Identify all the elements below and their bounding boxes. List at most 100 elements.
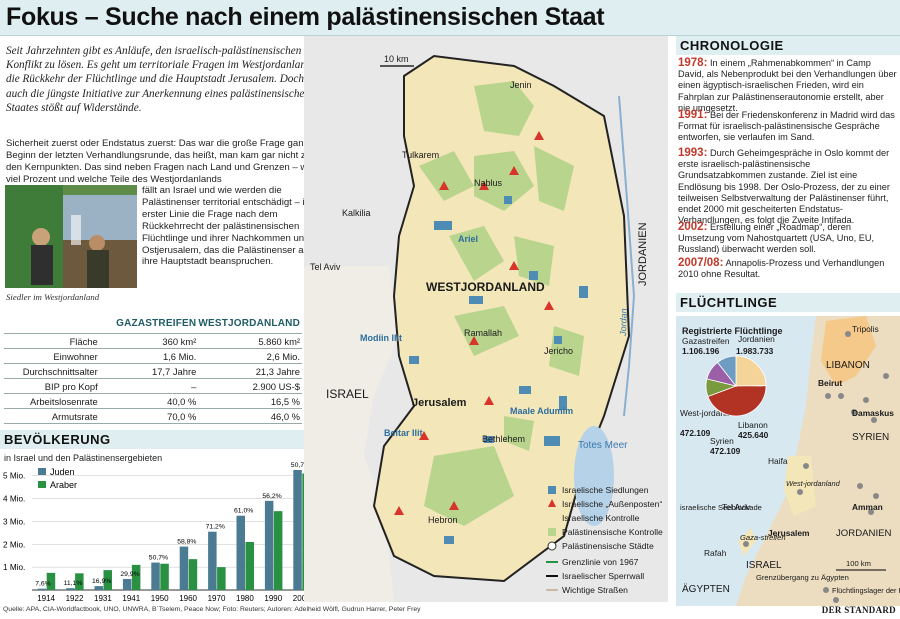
- svg-text:WESTJORDANLAND: WESTJORDANLAND: [426, 280, 545, 294]
- bar-juden-1922: [66, 588, 75, 590]
- x-tick-label: 1990: [264, 594, 282, 603]
- svg-text:425.640: 425.640: [738, 430, 769, 440]
- svg-text:Haifa: Haifa: [768, 456, 788, 466]
- bar-araber-1980: [245, 542, 254, 590]
- svg-text:Grenzübergang zu Ägypten: Grenzübergang zu Ägypten: [756, 573, 849, 582]
- svg-text:Bethlehem: Bethlehem: [482, 434, 525, 444]
- bar-juden-1980: [236, 515, 245, 590]
- pie-slice-westjordanland: [716, 355, 737, 388]
- pct-label: 29,9%: [120, 571, 139, 578]
- svg-text:Wichtige Straßen: Wichtige Straßen: [562, 585, 628, 595]
- svg-text:Ramallah: Ramallah: [464, 328, 502, 338]
- bar-araber-1990: [273, 511, 283, 590]
- svg-text:Maale Adumim: Maale Adumim: [510, 406, 573, 416]
- svg-text:Israelische Kontrolle: Israelische Kontrolle: [562, 513, 640, 523]
- x-tick-label: 1914: [37, 594, 55, 603]
- svg-text:Amman: Amman: [852, 502, 883, 512]
- y-tick-label: 4 Mio.: [3, 495, 25, 504]
- bar-juden-1970: [208, 531, 217, 590]
- svg-text:SYRIEN: SYRIEN: [852, 432, 889, 443]
- svg-text:Ariel: Ariel: [458, 234, 478, 244]
- bar-juden-1914: [37, 588, 47, 590]
- svg-text:Jordan: Jordan: [618, 308, 629, 337]
- table-row: Durchschnittsalter 17,7 Jahre 21,3 Jahre: [4, 363, 302, 379]
- refugees-heading: FLÜCHTLINGE: [676, 293, 900, 312]
- map-scale: 10 km: [384, 54, 409, 64]
- x-tick-label: 1922: [66, 594, 84, 603]
- svg-text:ISRAEL: ISRAEL: [326, 387, 369, 401]
- settler-photo: [5, 185, 137, 288]
- svg-text:JORDANIEN: JORDANIEN: [637, 222, 649, 286]
- x-tick-label: 1950: [151, 594, 169, 603]
- stats-col-west: WESTJORDANLAND: [198, 318, 300, 329]
- pie-slice-jordanien: [707, 385, 767, 417]
- refugees-map: Registrierte Flüchtlinge Gazastreifen 1.…: [676, 316, 900, 606]
- y-tick-label: 5 Mio.: [3, 472, 25, 481]
- svg-text:JORDANIEN: JORDANIEN: [836, 528, 892, 539]
- svg-text:israelische Seeblockade: israelische Seeblockade: [680, 503, 762, 512]
- y-tick-label: 3 Mio.: [3, 517, 25, 526]
- svg-text:Grenzlinie von 1967: Grenzlinie von 1967: [562, 557, 639, 567]
- bev-subtitle: in Israel und den Palästinensergebieten: [4, 453, 163, 463]
- y-tick-label: 2 Mio.: [3, 540, 25, 549]
- y-tick-label: 1 Mio.: [3, 563, 25, 572]
- legend-swatch-araber: [38, 481, 46, 488]
- svg-text:Tel Aviv: Tel Aviv: [310, 262, 341, 272]
- table-row: Arbeitslosenrate 40,0 % 16,5 %: [4, 393, 302, 409]
- pie-slice-gazastreifen: [735, 355, 767, 387]
- table-row: Fläche 360 km² 5.860 km²: [4, 333, 302, 349]
- svg-text:Modiin Ilit: Modiin Ilit: [360, 333, 402, 343]
- svg-text:Beirut: Beirut: [818, 378, 842, 388]
- x-tick-label: 1980: [236, 594, 254, 603]
- svg-text:Jericho: Jericho: [544, 346, 573, 356]
- svg-text:Gazastreifen: Gazastreifen: [682, 336, 730, 346]
- svg-text:472.109: 472.109: [710, 446, 741, 456]
- population-chart: 5 Mio. 4 Mio. 3 Mio. 2 Mio. 1 Mio. 7,6% 1914 11…: [3, 462, 316, 603]
- svg-text:Tulkarem: Tulkarem: [402, 150, 439, 160]
- legend-juden: Juden: [50, 467, 75, 477]
- title-bar: Fokus – Suche nach einem palästinensisch…: [0, 0, 900, 36]
- pct-label: 56,2%: [262, 493, 281, 500]
- pct-label: 16,9%: [92, 578, 111, 585]
- svg-text:Rafah: Rafah: [704, 548, 727, 558]
- x-tick-label: 1970: [208, 594, 226, 603]
- svg-text:1.983.733: 1.983.733: [736, 346, 774, 356]
- svg-text:Libanon: Libanon: [738, 420, 768, 430]
- chrono-heading: CHRONOLOGIE: [676, 36, 900, 55]
- svg-text:LIBANON: LIBANON: [826, 360, 870, 371]
- svg-text:Israelischer Sperrwall: Israelischer Sperrwall: [562, 571, 644, 581]
- svg-text:West-jordanland: West-jordanland: [786, 479, 841, 488]
- bar-juden-1931: [94, 586, 103, 590]
- intro-text: Seit Jahrzehnten gibt es Anläufe, den is…: [6, 45, 315, 114]
- svg-text:Kalkilia: Kalkilia: [342, 208, 371, 218]
- bar-juden-1990: [264, 500, 274, 590]
- bar-juden-1950: [151, 562, 160, 590]
- svg-text:Hebron: Hebron: [428, 515, 458, 525]
- svg-text:Jenin: Jenin: [510, 80, 532, 90]
- chrono-item-2007: 2007/08: Annapolis-Prozess und Verhandlu…: [678, 257, 885, 280]
- svg-text:Gaza-streifen: Gaza-streifen: [740, 533, 786, 542]
- photo-caption: Siedler im Westjordanland: [6, 292, 100, 302]
- table-row: Armutsrate 70,0 % 46,0 %: [4, 408, 302, 424]
- bar-juden-2005: [293, 470, 302, 590]
- svg-text:Registrierte Flüchtlinge: Registrierte Flüchtlinge: [682, 326, 783, 336]
- svg-text:Jerusalem: Jerusalem: [768, 528, 809, 538]
- pct-label: 11,1%: [64, 580, 83, 587]
- chrono-item-1991: 1991: Bei der Friedenskonferenz in Madri…: [678, 109, 895, 143]
- svg-text:ÄGYPTEN: ÄGYPTEN: [682, 583, 730, 595]
- bar-juden-1941: [122, 579, 132, 590]
- bar-araber-1960: [188, 559, 198, 590]
- pct-label: 58,8%: [177, 539, 196, 546]
- pct-label: 61,0%: [234, 508, 253, 515]
- footer-source: Quelle: APA, CIA-Worldfactbook, UNO, UNW…: [3, 606, 421, 613]
- x-tick-label: 1960: [179, 594, 197, 603]
- svg-text:ISRAEL: ISRAEL: [746, 560, 782, 571]
- stats-header-row: GAZASTREIFEN WESTJORDANLAND: [4, 318, 302, 334]
- svg-text:Jordanien: Jordanien: [738, 334, 775, 344]
- bar-araber-1922: [75, 573, 84, 590]
- svg-text:Beitar Ilit: Beitar Ilit: [384, 428, 423, 438]
- pct-label: 50,7%: [291, 462, 310, 469]
- x-tick-label: 1931: [94, 594, 112, 603]
- bar-juden-1960: [179, 546, 189, 590]
- svg-text:Flüchtlingslager der Palästine: Flüchtlingslager der Palästinenser: [832, 586, 900, 595]
